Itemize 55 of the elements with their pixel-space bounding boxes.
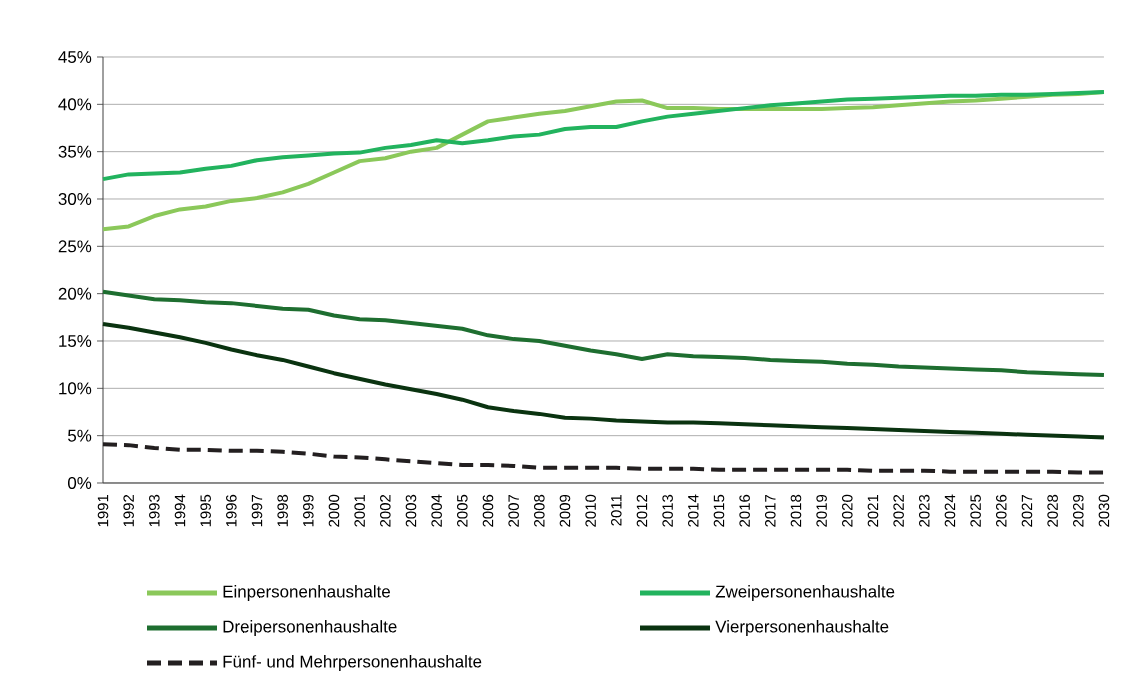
x-tick-label: 2022 (893, 494, 904, 527)
x-tick-label: 1998 (277, 494, 288, 527)
x-tick-label: 2000 (328, 494, 340, 527)
legend-label: Vierpersonenhaushalte (715, 620, 889, 636)
x-tick-label: 2029 (1073, 494, 1084, 527)
x-tick-label: 2010 (585, 494, 596, 527)
x-tick-label: 2021 (867, 494, 879, 527)
legend-label: Dreipersonenhaushalte (223, 620, 397, 636)
x-tick-label: 2006 (482, 494, 494, 527)
y-tick-label: 40% (58, 98, 92, 111)
x-tick-label: 1997 (251, 494, 263, 527)
x-tick-label: 2009 (559, 494, 571, 527)
x-tick-label: 2028 (1047, 494, 1058, 527)
y-tick-label: 45% (58, 51, 92, 63)
y-tick-label: 15% (59, 335, 92, 347)
y-tick-label: 20% (58, 287, 92, 300)
y-tick-label: 25% (58, 240, 92, 253)
x-tick-label: 2008 (534, 494, 545, 527)
x-tick-label: 2014 (688, 494, 699, 527)
legend-label: Zweipersonenhaushalte (715, 585, 895, 601)
x-tick-label: 2024 (944, 494, 956, 527)
x-tick-label: 2016 (739, 494, 750, 527)
y-tick-label: 10% (59, 382, 92, 395)
x-tick-label: 1993 (149, 494, 160, 527)
x-tick-label: 2007 (508, 494, 519, 527)
y-tick-label: 35% (58, 145, 92, 158)
x-tick-label: 2011 (611, 494, 622, 526)
x-tick-label: 2004 (431, 494, 442, 527)
x-tick-label: 1999 (303, 494, 314, 527)
x-tick-label: 2019 (816, 494, 827, 527)
x-tick-label: 2026 (996, 494, 1007, 527)
x-tick-label: 2001 (354, 494, 365, 527)
x-tick-label: 2027 (1021, 494, 1033, 527)
x-tick-label: 2018 (790, 494, 802, 527)
legend-label: Einpersonenhaushalte (223, 585, 390, 601)
x-tick-label: 2030 (1098, 494, 1110, 527)
x-tick-label: 1995 (200, 494, 211, 527)
x-tick-label: 2012 (636, 494, 648, 527)
y-tick-label: 0% (68, 477, 92, 489)
x-tick-label: 2017 (765, 494, 776, 527)
x-tick-label: 2023 (919, 494, 930, 527)
x-tick-label: 2025 (970, 494, 981, 527)
x-tick-label: 1992 (123, 494, 134, 527)
x-tick-label: 2002 (380, 494, 391, 527)
x-tick-label: 1996 (226, 494, 237, 527)
x-tick-label: 1994 (174, 494, 186, 527)
x-tick-label: 2003 (405, 494, 417, 527)
legend-label: Fünf- und Mehrpersonenhaushalte (223, 655, 482, 671)
x-tick-label: 2005 (457, 494, 468, 527)
x-tick-label: 1991 (97, 494, 109, 527)
y-tick-label: 5% (68, 429, 92, 442)
x-tick-label: 2015 (713, 494, 725, 527)
x-tick-label: 2020 (842, 494, 853, 527)
x-tick-label: 2013 (662, 494, 673, 527)
y-tick-label: 30% (58, 193, 92, 205)
